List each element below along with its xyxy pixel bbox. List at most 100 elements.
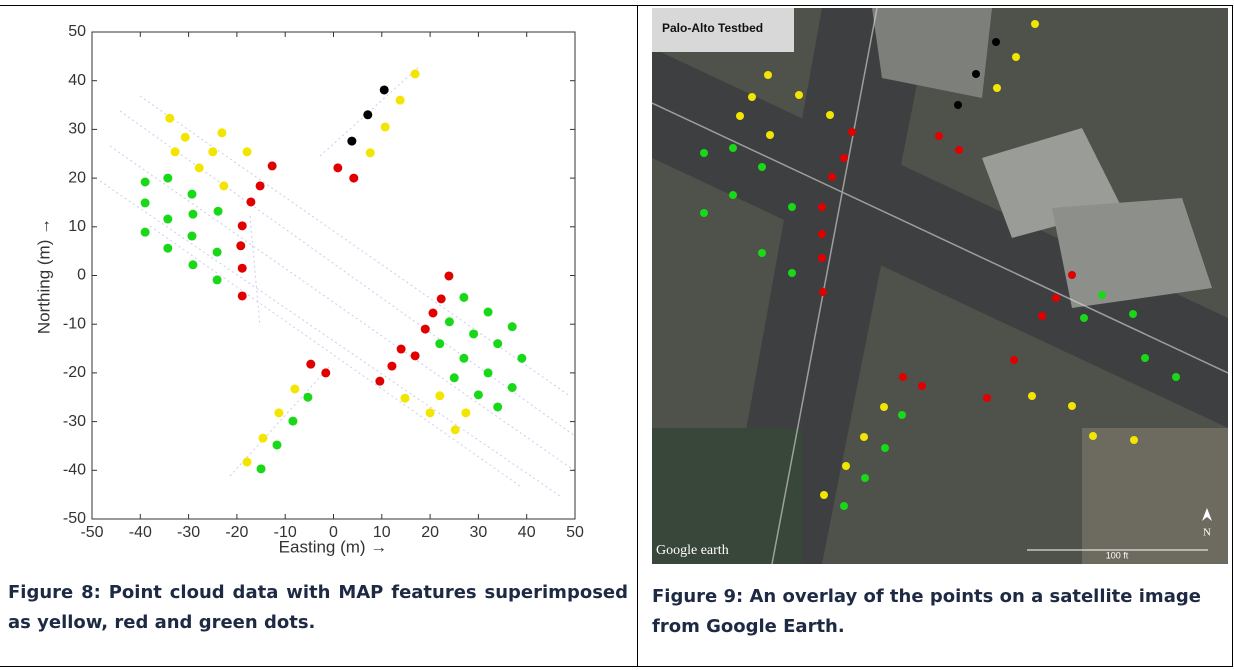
y-tick-label: -10	[63, 315, 86, 332]
point	[246, 197, 256, 207]
point	[217, 128, 227, 138]
satellite-image: Palo-Alto Testbed Google earth 100 ft N	[652, 8, 1228, 564]
point-cloud	[99, 65, 576, 497]
point	[375, 376, 385, 386]
point	[420, 324, 430, 334]
point	[163, 243, 173, 253]
watermark: Google earth	[656, 543, 729, 558]
y-tick-label: -30	[63, 413, 86, 430]
x-tick-label: 40	[518, 524, 536, 541]
y-tick-label: -50	[63, 510, 86, 527]
point	[435, 391, 445, 401]
point	[410, 69, 420, 79]
point	[450, 425, 460, 435]
y-axis-label: Northing (m) →	[34, 218, 53, 334]
y-tick-label: 10	[68, 218, 86, 235]
point	[493, 339, 503, 349]
point	[140, 227, 150, 237]
point	[165, 113, 175, 123]
x-axis-label: Easting (m) →	[279, 537, 388, 556]
point	[256, 464, 266, 474]
overlay-points	[700, 20, 1180, 510]
point	[333, 163, 343, 173]
divider	[637, 5, 638, 666]
point	[459, 292, 469, 302]
y-tick-label: 40	[68, 72, 86, 89]
x-tick-label: 10	[373, 524, 391, 541]
point	[459, 353, 469, 363]
point	[473, 390, 483, 400]
point	[163, 214, 173, 224]
point	[180, 132, 190, 142]
point	[274, 408, 284, 418]
y-tick-label: -40	[63, 462, 86, 479]
point	[428, 308, 438, 318]
y-tick-label: 0	[77, 267, 86, 284]
point	[444, 271, 454, 281]
point	[379, 85, 389, 95]
point	[258, 433, 268, 443]
y-tick-label: 20	[68, 169, 86, 186]
point	[435, 339, 445, 349]
point	[163, 173, 173, 183]
point	[188, 260, 198, 270]
point	[461, 408, 471, 418]
point	[483, 307, 493, 317]
point	[469, 329, 479, 339]
chart: Easting (m) → Northing (m) → -50 -40 -30 -2…	[34, 23, 584, 556]
point	[236, 241, 246, 251]
point	[187, 231, 197, 241]
x-tick-label: -30	[177, 524, 200, 541]
x-tick-label: -40	[129, 524, 152, 541]
point	[321, 368, 331, 378]
point	[170, 147, 180, 157]
point	[483, 368, 493, 378]
point	[507, 383, 517, 393]
point	[140, 198, 150, 208]
x-tick-label: -50	[80, 524, 103, 541]
point	[380, 122, 390, 132]
point	[187, 189, 197, 199]
point	[517, 353, 527, 363]
x-tick-label: 0	[329, 524, 338, 541]
point	[387, 361, 397, 371]
point	[400, 393, 410, 403]
point	[237, 263, 247, 273]
point	[449, 373, 459, 383]
point	[194, 163, 204, 173]
x-tick-label: -20	[225, 524, 248, 541]
table	[0, 5, 1233, 667]
x-tick-label: 30	[470, 524, 488, 541]
x-tick-label: -10	[274, 524, 297, 541]
x-tick-label: 20	[421, 524, 439, 541]
image-title: Palo-Alto Testbed	[662, 21, 763, 35]
plot-frame	[91, 31, 576, 520]
point	[507, 322, 517, 332]
point	[425, 408, 435, 418]
point	[272, 440, 282, 450]
point	[242, 147, 252, 157]
y-tick-label: 50	[68, 23, 86, 40]
point	[349, 173, 359, 183]
point	[213, 206, 223, 216]
point	[237, 221, 247, 231]
point	[237, 291, 247, 301]
point	[242, 457, 252, 467]
point	[365, 148, 375, 158]
point	[444, 317, 454, 327]
caption: Figure 9: An overlay of the points on a …	[652, 586, 1201, 637]
point	[188, 209, 198, 219]
caption: Figure 8: Point cloud data with MAP feat…	[8, 582, 628, 633]
y-tick-label: -20	[63, 364, 86, 381]
scale-label: 100 ft	[1106, 550, 1129, 560]
y-tick-label: 30	[68, 121, 86, 138]
point	[410, 351, 420, 361]
point	[395, 95, 405, 105]
point	[219, 181, 229, 191]
north-label: N	[1203, 527, 1211, 539]
point	[212, 247, 222, 257]
point	[288, 416, 298, 426]
point	[208, 147, 218, 157]
point	[267, 161, 277, 171]
